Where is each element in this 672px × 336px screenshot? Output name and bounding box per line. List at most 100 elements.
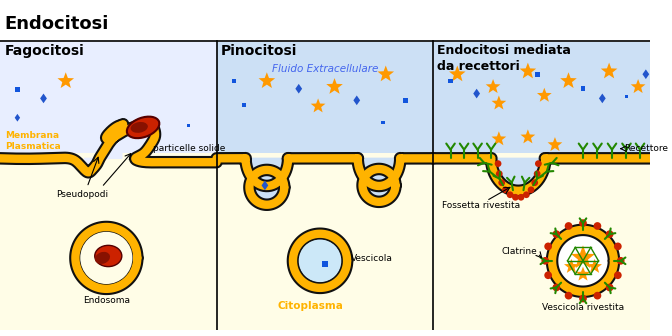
FancyBboxPatch shape bbox=[0, 6, 650, 330]
Circle shape bbox=[614, 243, 622, 250]
Text: Pinocitosi: Pinocitosi bbox=[220, 44, 297, 58]
Polygon shape bbox=[491, 95, 506, 110]
Polygon shape bbox=[15, 87, 19, 92]
Circle shape bbox=[544, 271, 552, 279]
Text: Pseudopodi: Pseudopodi bbox=[56, 190, 108, 199]
Polygon shape bbox=[58, 72, 74, 88]
Polygon shape bbox=[261, 180, 268, 190]
Circle shape bbox=[617, 257, 624, 265]
Circle shape bbox=[579, 295, 587, 302]
Circle shape bbox=[535, 160, 542, 167]
Polygon shape bbox=[535, 72, 540, 77]
Circle shape bbox=[532, 179, 538, 186]
Circle shape bbox=[495, 160, 501, 167]
Polygon shape bbox=[449, 66, 466, 81]
Polygon shape bbox=[548, 137, 562, 151]
Polygon shape bbox=[40, 93, 47, 103]
Ellipse shape bbox=[130, 122, 148, 133]
Polygon shape bbox=[631, 79, 645, 93]
Polygon shape bbox=[571, 245, 595, 268]
Text: particelle solide: particelle solide bbox=[153, 144, 225, 153]
Polygon shape bbox=[560, 72, 577, 88]
Text: Vescicola: Vescicola bbox=[351, 254, 393, 263]
Circle shape bbox=[593, 292, 601, 299]
Polygon shape bbox=[537, 88, 552, 102]
Circle shape bbox=[552, 230, 560, 238]
FancyBboxPatch shape bbox=[216, 42, 433, 154]
Text: Fagocitosi: Fagocitosi bbox=[5, 44, 85, 58]
Text: Clatrine: Clatrine bbox=[502, 247, 538, 256]
Circle shape bbox=[534, 170, 540, 177]
Circle shape bbox=[579, 219, 587, 227]
Circle shape bbox=[605, 230, 614, 238]
Circle shape bbox=[614, 271, 622, 279]
FancyBboxPatch shape bbox=[0, 42, 216, 154]
Polygon shape bbox=[491, 131, 506, 145]
Polygon shape bbox=[490, 158, 548, 191]
Circle shape bbox=[293, 234, 347, 288]
Circle shape bbox=[528, 186, 534, 193]
Circle shape bbox=[249, 170, 284, 205]
Text: Recettore: Recettore bbox=[624, 144, 669, 154]
Circle shape bbox=[544, 243, 552, 250]
Ellipse shape bbox=[95, 245, 122, 266]
Text: Membrana
Plasmatica: Membrana Plasmatica bbox=[5, 131, 60, 151]
Polygon shape bbox=[448, 79, 453, 83]
Polygon shape bbox=[15, 114, 20, 122]
Text: Citoplasma: Citoplasma bbox=[278, 301, 343, 311]
Text: Endocitosi: Endocitosi bbox=[5, 15, 110, 33]
Polygon shape bbox=[85, 126, 122, 172]
Circle shape bbox=[605, 284, 614, 291]
Circle shape bbox=[517, 194, 524, 201]
Circle shape bbox=[496, 170, 503, 177]
Polygon shape bbox=[232, 79, 237, 83]
Ellipse shape bbox=[127, 117, 159, 138]
Text: Vescicola rivestita: Vescicola rivestita bbox=[542, 303, 624, 312]
Polygon shape bbox=[106, 124, 123, 158]
Ellipse shape bbox=[95, 252, 110, 264]
Polygon shape bbox=[187, 124, 190, 127]
Polygon shape bbox=[326, 78, 343, 94]
Circle shape bbox=[502, 186, 509, 193]
Polygon shape bbox=[259, 72, 275, 88]
Circle shape bbox=[593, 222, 601, 230]
Circle shape bbox=[299, 240, 341, 282]
Polygon shape bbox=[521, 129, 535, 143]
Polygon shape bbox=[378, 66, 394, 81]
Polygon shape bbox=[296, 84, 302, 93]
Text: Endocitosi mediata
da recettori: Endocitosi mediata da recettori bbox=[437, 44, 571, 73]
Circle shape bbox=[564, 292, 573, 299]
Polygon shape bbox=[624, 94, 628, 98]
Circle shape bbox=[363, 169, 395, 202]
Circle shape bbox=[552, 284, 560, 291]
Circle shape bbox=[523, 192, 530, 198]
Polygon shape bbox=[353, 95, 360, 105]
Polygon shape bbox=[642, 70, 649, 79]
Polygon shape bbox=[242, 103, 245, 107]
Text: Endosoma: Endosoma bbox=[83, 296, 130, 305]
Circle shape bbox=[507, 192, 513, 198]
Polygon shape bbox=[486, 79, 501, 93]
Polygon shape bbox=[322, 261, 328, 266]
Circle shape bbox=[550, 228, 616, 294]
Text: Fossetta rivestita: Fossetta rivestita bbox=[442, 201, 521, 210]
FancyBboxPatch shape bbox=[0, 6, 650, 42]
Polygon shape bbox=[75, 227, 137, 289]
Polygon shape bbox=[403, 98, 407, 103]
Polygon shape bbox=[587, 259, 602, 273]
Circle shape bbox=[542, 257, 549, 265]
Polygon shape bbox=[519, 62, 536, 78]
Polygon shape bbox=[310, 98, 325, 112]
Polygon shape bbox=[581, 86, 585, 91]
Polygon shape bbox=[564, 259, 579, 273]
FancyBboxPatch shape bbox=[0, 149, 650, 330]
Polygon shape bbox=[601, 62, 618, 78]
Polygon shape bbox=[381, 121, 385, 125]
FancyBboxPatch shape bbox=[433, 42, 650, 154]
Circle shape bbox=[80, 232, 132, 284]
Polygon shape bbox=[576, 266, 590, 281]
Polygon shape bbox=[358, 158, 401, 186]
Text: Fluido Extracellulare: Fluido Extracellulare bbox=[271, 64, 378, 74]
Circle shape bbox=[564, 222, 573, 230]
Polygon shape bbox=[599, 93, 605, 103]
